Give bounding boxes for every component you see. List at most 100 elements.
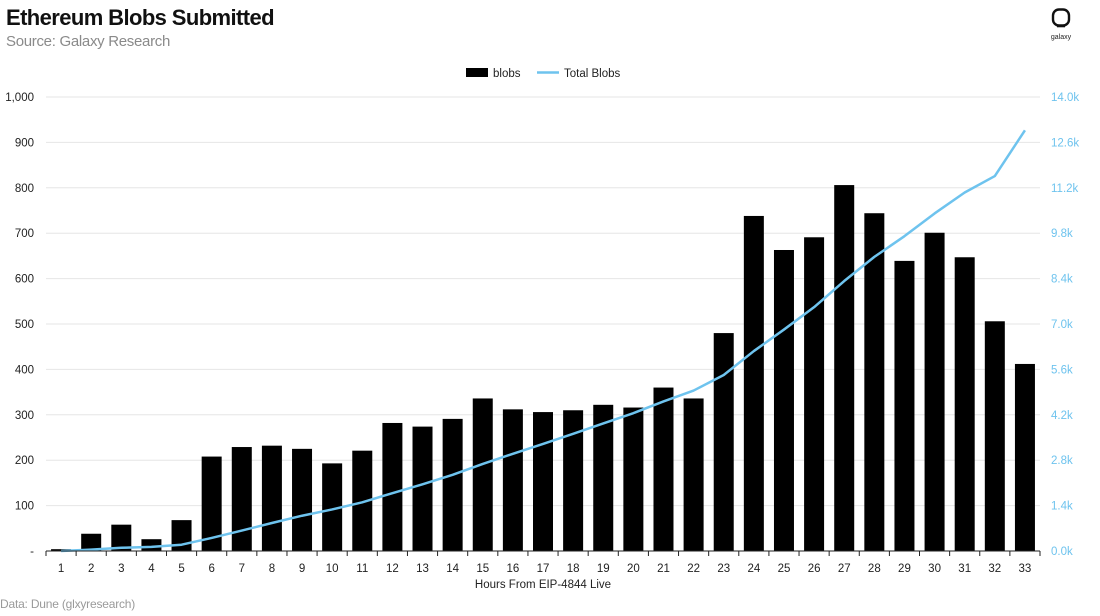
x-tick-label: 15 [476,563,489,575]
left-tick-label: 500 [15,319,34,331]
x-tick-label: 7 [239,563,245,575]
galaxy-logo: galaxy [1046,8,1076,41]
blobs-chart: - 100 200 300 400 500 600 700 800 900 1,000 0.0k 1.… [5,68,1079,591]
bar [412,426,433,551]
bar [292,448,313,551]
galaxy-logo-icon [1051,8,1071,28]
bar [984,321,1005,551]
bar [231,447,252,551]
right-tick-label: 0.0k [1051,546,1073,558]
right-tick-label: 1.4k [1051,501,1073,513]
bar [1014,363,1035,551]
x-tick-label: 32 [988,563,1001,575]
bar [623,407,644,551]
bar [834,185,855,552]
x-axis-label: Hours From EIP-4844 Live [475,579,611,591]
bar [352,450,373,551]
bar [773,249,794,552]
x-tick-label: 18 [567,563,580,575]
x-tick-label: 12 [386,563,399,575]
bar [533,412,553,551]
left-axis: - 100 200 300 400 500 600 700 800 900 1,000 [5,92,34,558]
bar [743,215,764,551]
galaxy-logo-text: galaxy [1050,34,1072,41]
left-tick-label: 100 [15,501,34,513]
bar [683,398,704,551]
x-tick-label: 10 [326,563,339,575]
right-tick-label: 8.4k [1051,274,1073,286]
bar [472,398,493,551]
x-tick-label: 22 [687,563,700,575]
x-tick-label: 4 [148,563,155,575]
x-tick-label: 13 [416,563,429,575]
bar [713,333,734,551]
left-tick-label: 400 [15,364,34,376]
left-tick-label: 300 [15,410,34,422]
legend-label-blobs: blobs [493,68,521,80]
right-tick-label: 11.2k [1051,183,1079,195]
legend: blobs Total Blobs [466,68,621,80]
data-source-footnote: Data: Dune (glxyresearch) [0,597,136,611]
x-tick-label: 28 [868,563,881,575]
bar [81,533,102,551]
left-tick-label: 900 [15,137,34,149]
x-tick-label: 20 [627,563,640,575]
right-tick-label: 2.8k [1051,455,1073,467]
bar [502,409,523,551]
x-tick-label: 27 [838,563,851,575]
left-tick-label: 200 [15,455,34,467]
x-tick-label: 26 [808,563,821,575]
total-line-group [61,129,1026,553]
x-tick-label: 24 [747,563,760,575]
left-tick-label: 600 [15,274,34,286]
x-tick-label: 16 [506,563,519,575]
x-tick-label: 3 [118,563,124,575]
x-tick-label: 29 [898,563,911,575]
right-tick-label: 12.6k [1051,137,1079,149]
bar [442,418,463,551]
bar [201,456,222,551]
x-tick-label: 25 [778,563,791,575]
bar [653,387,674,551]
x-tick-label: 21 [657,563,670,575]
x-tick-label: 9 [299,563,305,575]
left-tick-label: 800 [15,183,34,195]
x-tick-label: 31 [958,563,971,575]
left-tick-label: 1,000 [5,92,34,104]
chart-title: Ethereum Blobs Submitted [6,5,275,30]
x-axis: 1 2 3 4 5 6 7 8 9 10 11 12 13 14 15 16 17 18 19 20 21 22 23 24 2… [45,550,1041,575]
bar [894,260,915,551]
bar [563,410,584,551]
legend-label-total: Total Blobs [564,68,621,80]
right-tick-label: 5.6k [1051,364,1073,376]
x-tick-label: 30 [928,563,941,575]
right-tick-label: 7.0k [1051,319,1073,331]
total-blobs-line [61,129,1026,553]
x-tick-label: 11 [356,563,368,575]
bar [111,524,132,551]
left-tick-label: - [30,546,34,558]
x-tick-label: 6 [208,563,214,575]
x-tick-label: 14 [446,563,459,575]
right-axis: 0.0k 1.4k 2.8k 4.2k 5.6k 7.0k 8.4k 9.8k 11.2k 12.… [1051,92,1079,558]
bar [954,257,975,551]
bar [261,445,282,551]
x-tick-label: 8 [269,563,275,575]
bars [51,185,1035,552]
bar [924,232,945,551]
bar [322,463,343,551]
x-tick-label: 5 [178,563,184,575]
x-tick-label: 19 [597,563,610,575]
bar [864,213,885,551]
chart-subtitle: Source: Galaxy Research [6,33,171,50]
x-tick-label: 23 [717,563,730,575]
left-tick-label: 700 [15,228,34,240]
x-tick-label: 2 [88,563,94,575]
bar [141,539,162,551]
right-tick-label: 9.8k [1051,228,1073,240]
legend-swatch-blobs [466,68,488,77]
x-tick-label: 33 [1019,563,1032,575]
bar [382,422,403,551]
x-tick-label: 1 [58,563,64,575]
bar [593,404,614,551]
